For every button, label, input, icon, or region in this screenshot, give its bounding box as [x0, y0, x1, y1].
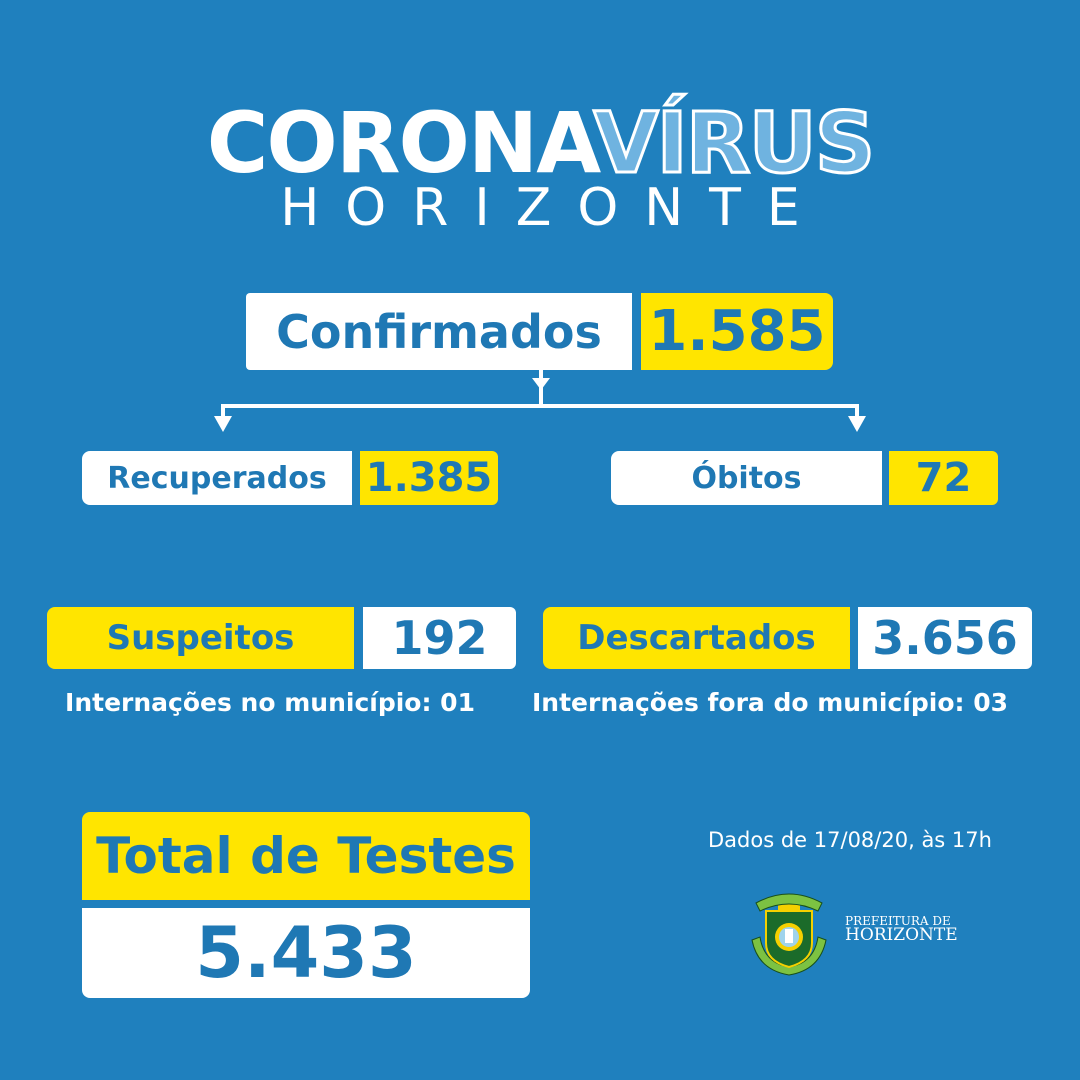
arrow-down-icon: [214, 416, 232, 432]
testes-label: Total de Testes: [82, 812, 530, 900]
recuperados-label: Recuperados: [82, 451, 352, 505]
internacoes-municipio: Internações no município: 01: [65, 688, 475, 717]
org-line2: HORIZONTE: [845, 925, 958, 945]
connector-horizontal: [221, 404, 859, 408]
connector-right: [855, 404, 859, 418]
descartados-label: Descartados: [543, 607, 850, 669]
descartados-value: 3.656: [858, 607, 1032, 669]
obitos-label: Óbitos: [611, 451, 882, 505]
title-virus: VÍRUS: [592, 94, 877, 192]
confirmados-value: 1.585: [641, 293, 833, 370]
title-corona: CORONA: [206, 94, 596, 192]
title: CORONAVÍRUS: [0, 97, 1080, 190]
arrow-down-icon: [532, 378, 550, 390]
org-line1: PREFEITURA DE: [845, 914, 951, 928]
confirmados-label: Confirmados: [246, 293, 632, 370]
subtitle: HORIZONTE: [280, 178, 826, 238]
suspeitos-label: Suspeitos: [47, 607, 354, 669]
arrow-down-icon: [848, 416, 866, 432]
suspeitos-value: 192: [363, 607, 516, 669]
obitos-value: 72: [889, 451, 998, 505]
horizonte-seal-logo: [748, 885, 830, 977]
data-date: Dados de 17/08/20, às 17h: [708, 828, 992, 852]
testes-value: 5.433: [82, 908, 530, 998]
recuperados-value: 1.385: [360, 451, 498, 505]
prefeitura-logo-text: PREFEITURA DE HORIZONTE: [845, 915, 958, 944]
connector-left: [221, 404, 225, 418]
internacoes-fora: Internações fora do município: 03: [531, 688, 1008, 717]
